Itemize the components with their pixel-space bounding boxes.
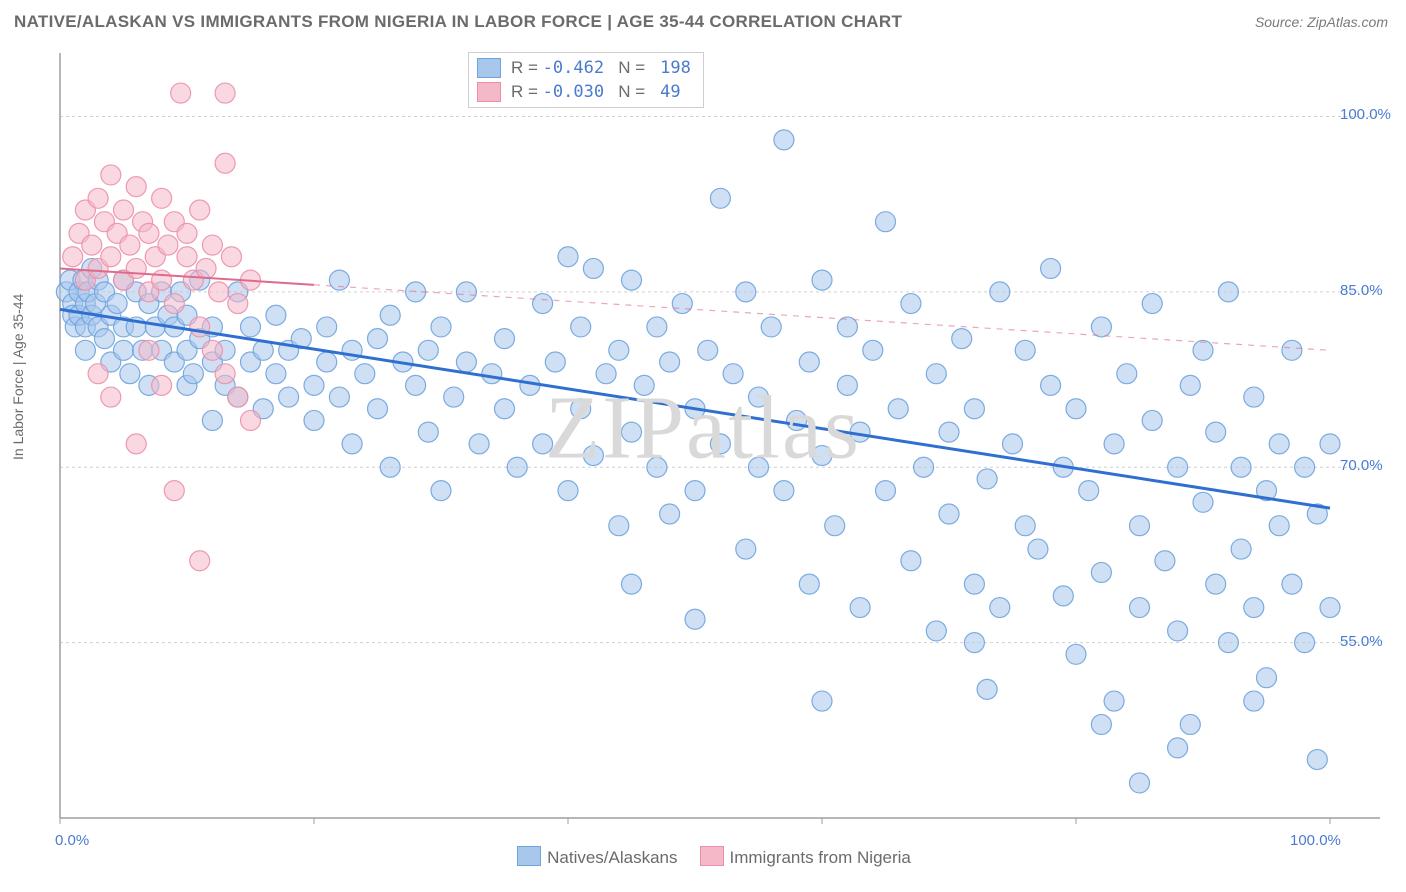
axis-tick-label: 55.0% xyxy=(1340,633,1383,650)
correlation-legend: R = -0.462 N = 198 R = -0.030 N = 49 xyxy=(468,52,704,108)
legend-stats: R = -0.462 N = 198 xyxy=(511,56,691,80)
chart-title: NATIVE/ALASKAN VS IMMIGRANTS FROM NIGERI… xyxy=(14,12,902,32)
axis-tick-label: 100.0% xyxy=(1340,106,1391,123)
legend-label: Natives/Alaskans xyxy=(547,848,677,867)
axis-tick-label: 85.0% xyxy=(1340,282,1383,299)
axis-tick-label: 0.0% xyxy=(55,832,89,849)
axis-tick-label: 100.0% xyxy=(1290,832,1341,849)
legend-swatch xyxy=(477,82,501,102)
legend-swatch xyxy=(477,58,501,78)
legend-stats: R = -0.030 N = 49 xyxy=(511,80,681,104)
series-legend: Natives/Alaskans Immigrants from Nigeria xyxy=(0,846,1406,868)
legend-swatch xyxy=(700,846,724,866)
legend-row: R = -0.030 N = 49 xyxy=(477,80,691,104)
axis-tick-label: 70.0% xyxy=(1340,457,1383,474)
legend-row: R = -0.462 N = 198 xyxy=(477,56,691,80)
legend-swatch xyxy=(517,846,541,866)
source-label: Source: ZipAtlas.com xyxy=(1255,14,1388,30)
scatter-plot xyxy=(50,48,1388,828)
y-axis-label: In Labor Force | Age 35-44 xyxy=(10,294,26,460)
legend-label: Immigrants from Nigeria xyxy=(730,848,911,867)
